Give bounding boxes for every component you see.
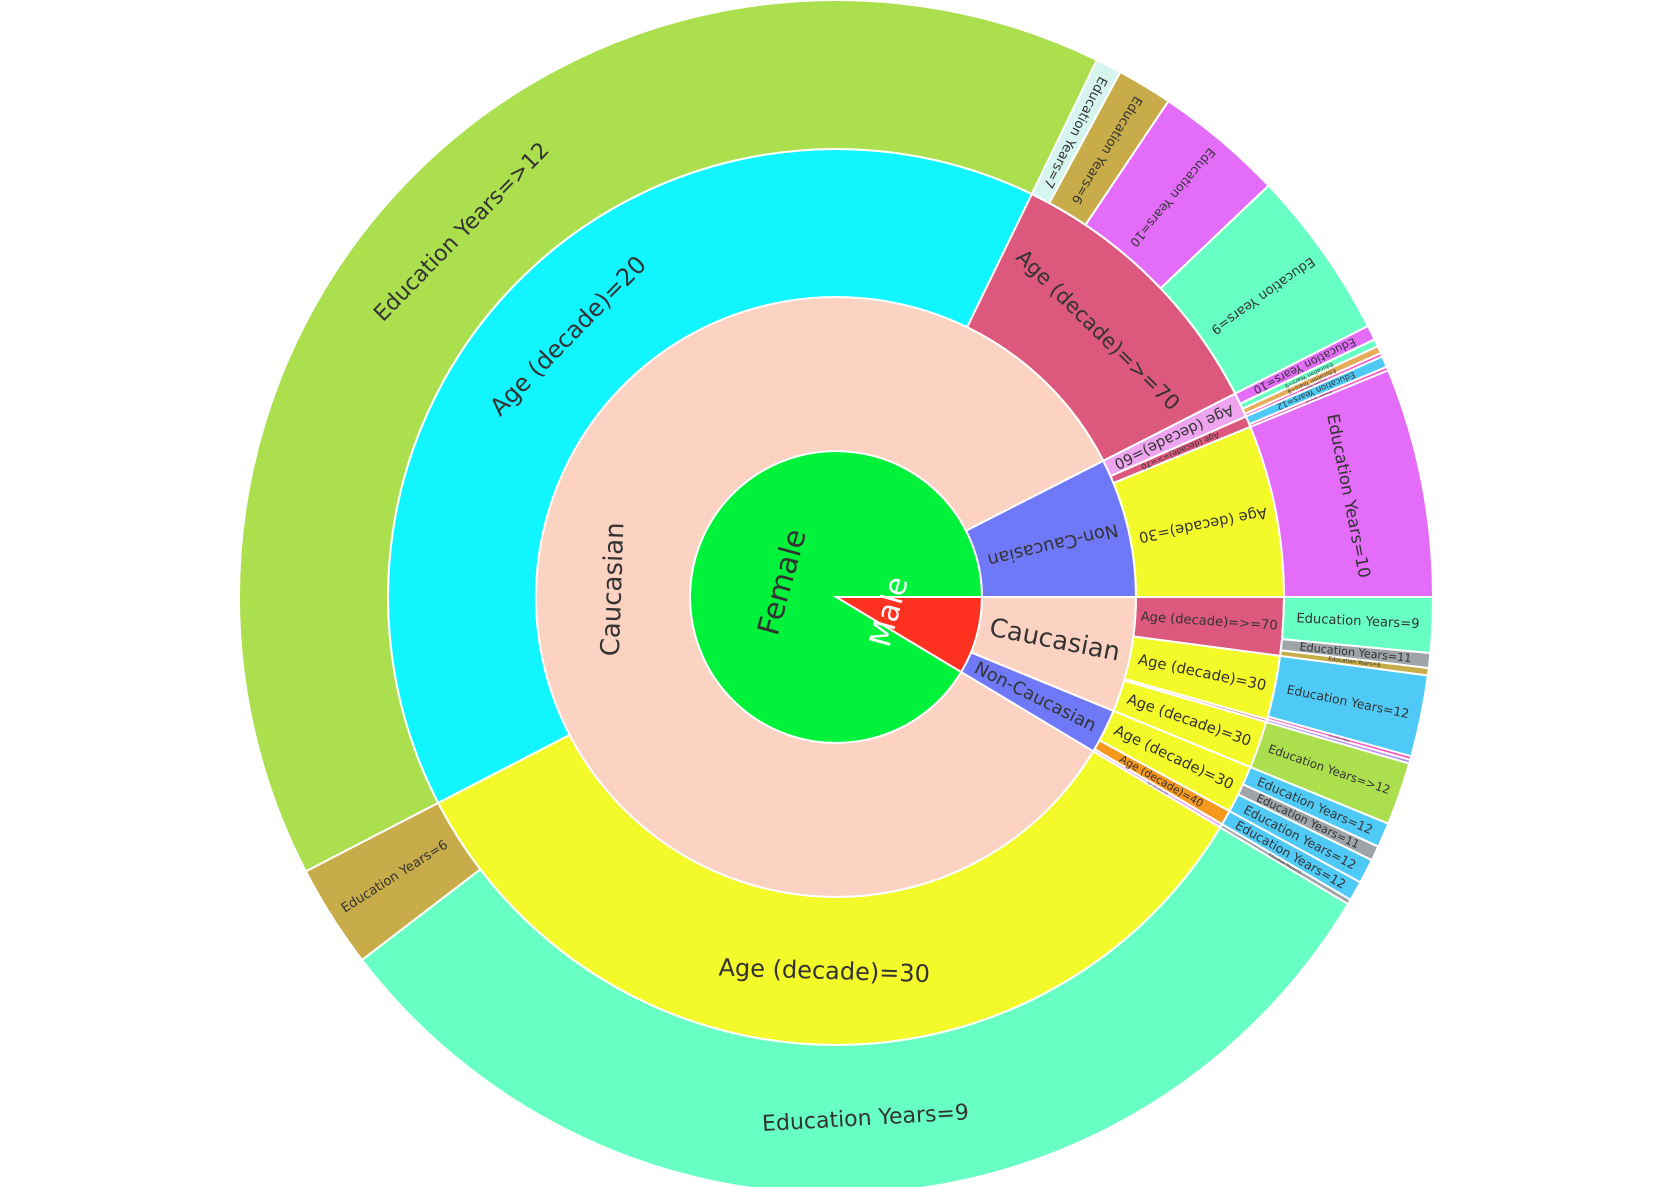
- segment-education-years-9: [360, 826, 1350, 1187]
- segment-label-caucasian: Caucasian: [596, 522, 631, 657]
- segment-female: [689, 450, 984, 744]
- sunburst-segments: [238, 0, 1435, 1187]
- segment-education-years-12: [238, 0, 1099, 873]
- segment-label-age-decade-30: Age (decade)=30: [718, 954, 930, 989]
- segment-label-education-years: Education Years: [1328, 733, 1351, 743]
- segment-label-education-years-9: Education Years=9: [1296, 611, 1420, 632]
- segment-education-years-10: [1249, 368, 1435, 598]
